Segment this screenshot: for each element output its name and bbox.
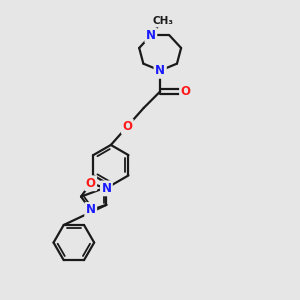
Text: N: N bbox=[86, 203, 96, 217]
Text: N: N bbox=[101, 182, 111, 195]
Text: O: O bbox=[181, 85, 190, 98]
Text: N: N bbox=[155, 64, 165, 77]
Text: O: O bbox=[122, 120, 132, 133]
Text: O: O bbox=[86, 177, 96, 190]
Text: CH₃: CH₃ bbox=[152, 16, 173, 26]
Text: N: N bbox=[146, 29, 156, 42]
Text: N: N bbox=[155, 64, 165, 77]
